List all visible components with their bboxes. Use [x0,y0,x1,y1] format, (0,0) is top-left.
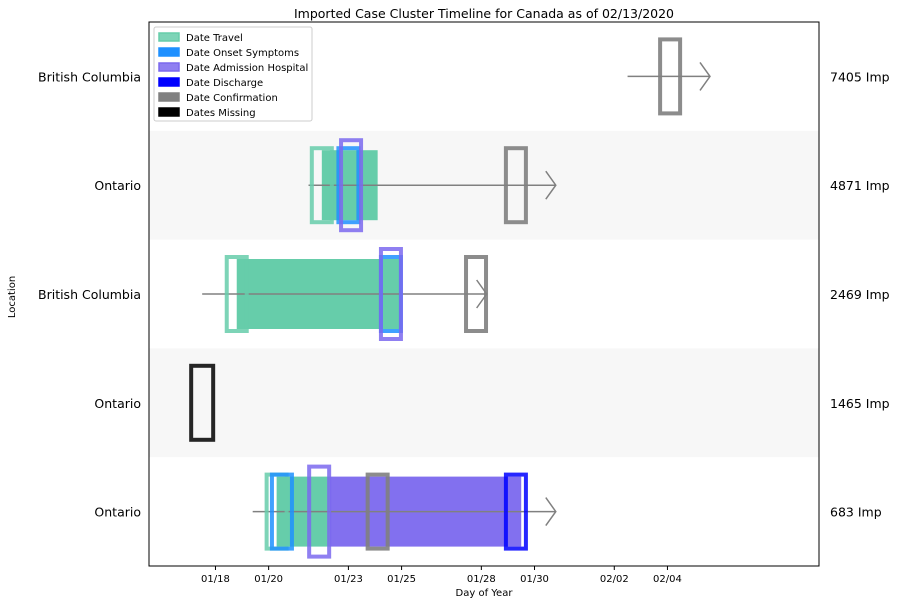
confirmation-marker [365,472,390,551]
legend-entry: Date Confirmation [186,93,278,104]
y-axis-label: Location [7,276,18,318]
legend-swatch [158,32,180,42]
x-tick-label: 01/28 [467,574,496,585]
x-tick-label: 01/18 [201,574,230,585]
row-case-label: 4871 Imp [830,178,890,193]
admission-marker [378,247,403,341]
plot-frame [148,21,820,567]
row-location-label: Ontario [94,505,141,520]
timeline-arrow-head [545,170,557,200]
timeline-arrow-head [699,61,711,91]
x-tick-label: 01/23 [334,574,363,585]
row-location-label: Ontario [94,396,141,411]
admission-marker [339,138,364,233]
row-case-label: 2469 Imp [830,287,890,302]
confirmation-marker [658,37,683,116]
legend-entry: Date Travel [186,33,243,44]
row-band [149,348,819,458]
onset-marker [336,146,361,225]
confirmation-marker [464,255,489,333]
x-tick-label: 02/04 [653,574,682,585]
x-tick-label: 01/20 [254,574,283,585]
row-case-label: 683 Imp [830,505,882,520]
row-location-label: Ontario [94,178,141,193]
admission-marker [307,464,332,559]
x-tick-label: 02/02 [600,574,629,585]
legend-swatch [158,92,180,102]
x-tick-label: 01/25 [387,574,416,585]
legend-swatch [158,107,180,117]
legend-entry: Date Discharge [186,78,263,89]
row-location-label: British Columbia [38,287,141,302]
travel-marker [224,255,249,333]
row-case-label: 1465 Imp [830,396,890,411]
legend-swatch [158,62,180,72]
legend-entry: Dates Missing [186,108,256,119]
legend-swatch [158,77,180,87]
discharge-marker [503,472,528,551]
legend-entry: Date Onset Symptoms [186,48,299,59]
onset-marker [269,472,294,551]
row-case-label: 7405 Imp [830,69,890,84]
travel-marker [309,146,334,225]
x-axis-label: Day of Year [456,588,514,599]
confirmation-marker [503,146,528,225]
x-tick-label: 01/30 [520,574,549,585]
row-location-label: British Columbia [38,69,141,84]
chart-title: Imported Case Cluster Timeline for Canad… [294,6,674,21]
legend-swatch [158,47,180,57]
missing-marker [189,363,216,442]
timeline-arrow-head [545,497,557,527]
legend-box [153,26,313,122]
legend-entry: Date Admission Hospital [186,63,308,74]
